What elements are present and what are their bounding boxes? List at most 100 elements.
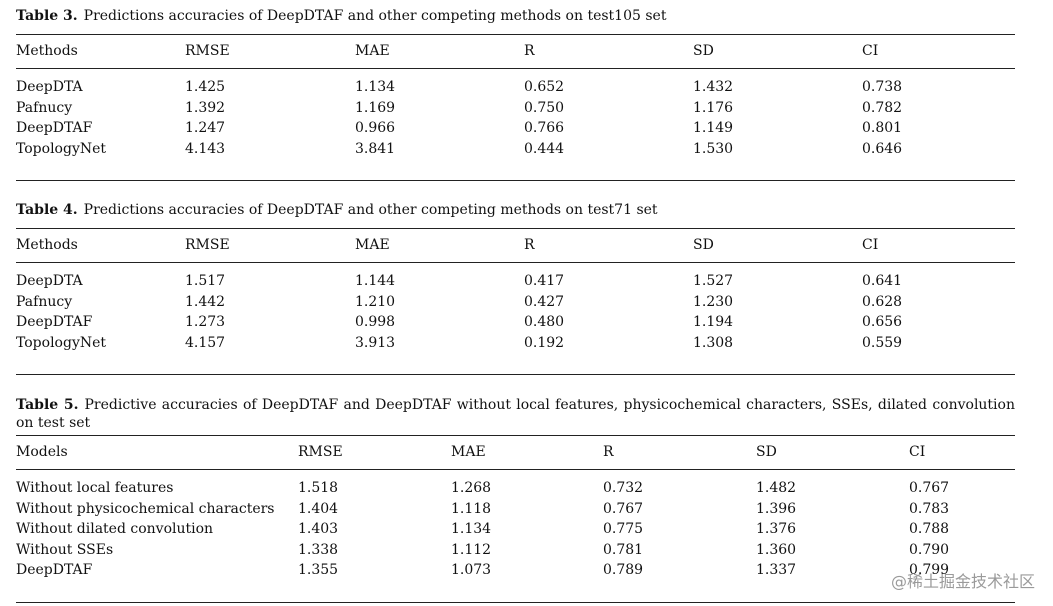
table-cell: 1.338 — [298, 541, 339, 558]
table-cell: 1.403 — [298, 521, 339, 537]
table-cell: 0.799 — [909, 562, 950, 578]
table-cell: 1.169 — [355, 99, 396, 116]
table-cell: 1.392 — [185, 99, 226, 116]
table-cell: 0.192 — [524, 334, 565, 351]
column-header: CI — [862, 237, 879, 253]
table-cell: 3.841 — [355, 140, 396, 157]
table-caption: Table 3. Predictions accuracies of DeepDT… — [16, 7, 1015, 25]
column-header: RMSE — [185, 43, 230, 59]
table-rule — [16, 68, 1015, 69]
table-cell: 1.144 — [355, 273, 396, 289]
table-cell: 0.427 — [524, 293, 565, 310]
table-cell: 0.782 — [862, 99, 903, 116]
table-rule — [16, 435, 1015, 436]
table-caption-text: Predictions accuracies of DeepDTAF and o… — [83, 202, 658, 218]
table-cell: DeepDTAF — [16, 314, 93, 330]
watermark: @稀土掘金技术社区 — [890, 572, 1035, 591]
table-cell: 1.482 — [756, 480, 797, 496]
table-cell: 0.789 — [603, 562, 644, 578]
table-cell: 1.073 — [451, 562, 492, 578]
table-cell: 1.518 — [298, 480, 339, 496]
table-cell: 1.194 — [693, 314, 734, 330]
table-cell: 0.781 — [603, 541, 644, 558]
table-cell: 0.788 — [909, 521, 950, 537]
table-cell: Without physicochemical characters — [16, 500, 275, 517]
column-header: R — [603, 444, 614, 460]
table-cell: DeepDTA — [16, 273, 83, 289]
table-cell: 1.176 — [693, 99, 734, 116]
table-caption: Table 4. Predictions accuracies of DeepDT… — [16, 201, 1015, 219]
table-cell: 0.628 — [862, 293, 903, 310]
table-cell: 0.559 — [862, 334, 903, 351]
table-cell: 0.641 — [862, 273, 903, 289]
table-cell: 0.738 — [862, 79, 903, 95]
table-cell: 0.966 — [355, 120, 396, 136]
table-cell: 0.790 — [909, 541, 950, 558]
column-header: SD — [693, 237, 714, 253]
table-cell: 1.404 — [298, 500, 339, 517]
column-header: SD — [756, 444, 777, 460]
table-cell: DeepDTA — [16, 79, 83, 95]
column-header: SD — [693, 43, 714, 59]
table-label: Table 4. — [16, 202, 78, 218]
table-cell: 0.767 — [909, 480, 950, 496]
table-cell: 3.913 — [355, 334, 396, 351]
table-cell: 1.527 — [693, 273, 734, 289]
table-rule — [16, 34, 1015, 35]
table-label: Table 3. — [16, 8, 78, 24]
table-rule — [16, 469, 1015, 470]
table-cell: Pafnucy — [16, 99, 73, 116]
table-cell: 0.801 — [862, 120, 903, 136]
table-cell: 1.230 — [693, 293, 734, 310]
table-cell: 0.480 — [524, 314, 565, 330]
table-cell: Pafnucy — [16, 293, 73, 310]
table-cell: 1.112 — [451, 541, 492, 558]
table-cell: 0.417 — [524, 273, 565, 289]
column-header: RMSE — [298, 444, 343, 460]
table-rule — [16, 228, 1015, 229]
table-cell: TopologyNet — [16, 140, 107, 157]
table-cell: 0.732 — [603, 480, 644, 496]
column-header: CI — [909, 444, 926, 460]
table-cell: 1.210 — [355, 293, 396, 310]
table-caption-text: Predictive accuracies of DeepDTAF and De… — [16, 397, 1015, 431]
table-cell: 1.442 — [185, 293, 226, 310]
table-cell: 1.360 — [756, 541, 797, 558]
table-rule — [16, 601, 1015, 603]
table-rule — [16, 180, 1015, 181]
table-cell: 1.530 — [693, 140, 734, 157]
column-header: RMSE — [185, 237, 230, 253]
table-cell: 1.273 — [185, 314, 226, 330]
table-cell: 1.355 — [298, 562, 339, 578]
table-cell: 4.143 — [185, 140, 226, 157]
table-cell: 1.134 — [355, 79, 396, 95]
table-cell: 4.157 — [185, 334, 226, 351]
table-cell: 0.444 — [524, 140, 565, 157]
table-cell: 1.425 — [185, 79, 226, 95]
column-header: Models — [16, 444, 68, 460]
table-caption-text: Predictions accuracies of DeepDTAF and o… — [83, 8, 667, 24]
column-header: MAE — [355, 237, 390, 253]
column-header: CI — [862, 43, 879, 59]
table-cell: 0.767 — [603, 500, 644, 517]
table-cell: 1.308 — [693, 334, 734, 351]
column-header: Methods — [16, 237, 78, 253]
table-cell: 1.247 — [185, 120, 226, 136]
table-cell: 0.750 — [524, 99, 565, 116]
table-cell: 0.646 — [862, 140, 903, 157]
table-rule — [16, 374, 1015, 375]
table-cell: 0.783 — [909, 500, 950, 517]
table-cell: Without dilated convolution — [16, 521, 214, 537]
table-cell: 0.998 — [355, 314, 396, 330]
table-cell: 0.766 — [524, 120, 565, 136]
table-cell: DeepDTAF — [16, 562, 93, 578]
table-cell: 1.396 — [756, 500, 797, 517]
table-cell: 1.432 — [693, 79, 734, 95]
table-cell: 1.376 — [756, 521, 797, 537]
table-cell: Without SSEs — [16, 541, 114, 558]
table-label: Table 5. — [16, 397, 79, 413]
column-header: MAE — [355, 43, 390, 59]
table-cell: 1.337 — [756, 562, 797, 578]
table-cell: 0.652 — [524, 79, 565, 95]
